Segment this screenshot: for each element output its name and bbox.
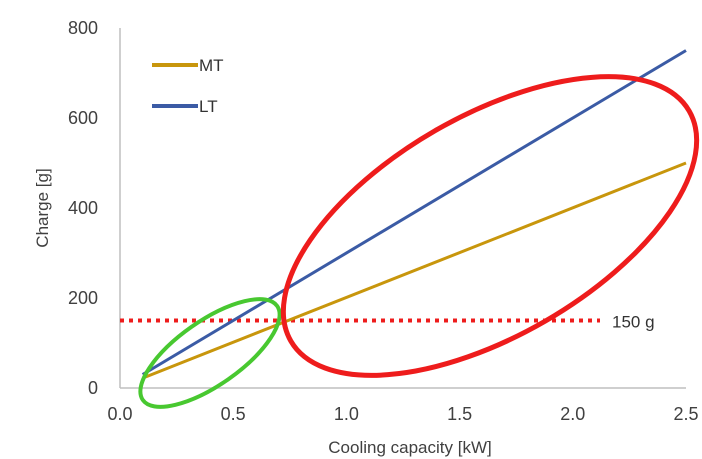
- y-tick-label: 800: [68, 18, 98, 38]
- x-tick-label: 0.0: [107, 404, 132, 424]
- green-highlight-ellipse: [138, 297, 282, 409]
- reference-line-label: 150 g: [612, 313, 655, 332]
- y-tick-labels: 0 200 400 600 800: [68, 18, 98, 398]
- series-line-lt: [141, 49, 687, 376]
- series-lines: [141, 49, 687, 380]
- y-tick-label: 400: [68, 198, 98, 218]
- x-tick-label: 1.5: [447, 404, 472, 424]
- x-tick-label: 1.0: [334, 404, 359, 424]
- legend-label-mt: MT: [199, 56, 224, 75]
- red-highlight-ellipse: [280, 74, 700, 378]
- y-tick-label: 600: [68, 108, 98, 128]
- x-tick-label: 2.0: [560, 404, 585, 424]
- x-tick-label: 2.5: [673, 404, 698, 424]
- y-tick-label: 200: [68, 288, 98, 308]
- legend-label-lt: LT: [199, 97, 218, 116]
- x-tick-labels: 0.0 0.5 1.0 1.5 2.0 2.5: [107, 404, 698, 424]
- y-axis-title: Charge [g]: [33, 168, 52, 247]
- x-axis-title: Cooling capacity [kW]: [328, 438, 491, 457]
- legend: MT LT: [152, 56, 224, 116]
- x-tick-label: 0.5: [221, 404, 246, 424]
- series-line-mt: [142, 161, 687, 380]
- y-tick-label: 0: [88, 378, 98, 398]
